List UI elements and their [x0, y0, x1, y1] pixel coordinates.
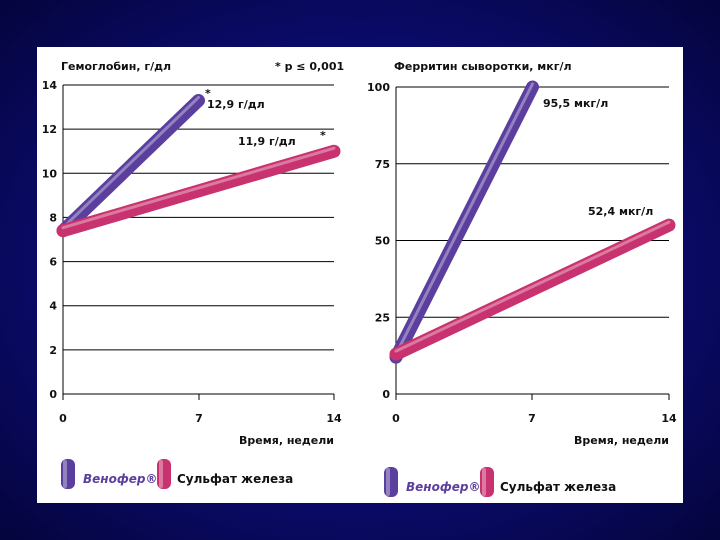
x-tick-label: 0 — [59, 412, 67, 425]
y-tick-label: 10 — [42, 167, 58, 180]
significance-note: * p ≤ 0,001 — [275, 60, 344, 73]
legend-swatch-highlight — [482, 468, 486, 496]
legend-swatch-highlight — [159, 460, 163, 488]
legend-swatch — [157, 459, 171, 489]
x-tick-label: 7 — [528, 412, 536, 425]
chart-title: Ферритин сыворотки, мкг/л — [394, 60, 572, 73]
series-line — [389, 80, 539, 364]
y-tick-label: 50 — [375, 235, 391, 248]
series-highlight — [394, 82, 534, 356]
y-tick-label: 100 — [367, 81, 390, 94]
legend-swatch — [480, 467, 494, 497]
x-tick-label: 0 — [392, 412, 400, 425]
x-axis-label: Время, недели — [574, 434, 669, 447]
x-tick-label: 14 — [661, 412, 677, 425]
y-tick-label: 0 — [382, 388, 390, 401]
y-tick-label: 75 — [375, 158, 390, 171]
chart-title: Гемоглобин, г/дл — [61, 60, 171, 73]
series-venofer — [389, 80, 539, 364]
y-tick-label: 2 — [49, 344, 57, 357]
series-line — [389, 218, 676, 361]
y-tick-label: 0 — [49, 388, 57, 401]
ferritin-chart: Ферритин сыворотки, мкг/л 0 25 50 75 100 0 7 14 В… — [367, 60, 677, 497]
end-value-label: 11,9 г/дл — [238, 135, 296, 148]
series-iron-sulfate — [56, 144, 341, 238]
legend-swatch — [61, 459, 75, 489]
end-value-label: 52,4 мкг/л — [588, 205, 653, 218]
y-tick-label: 4 — [49, 300, 57, 313]
series-venofer — [56, 93, 205, 238]
legend-label: Венофер® — [83, 472, 157, 486]
slide-panel: Гемоглобин, г/дл * p ≤ 0,001 0 2 4 6 8 10 12 14 0 7… — [37, 47, 683, 503]
y-tick-label: 12 — [42, 123, 57, 136]
legend-swatch-highlight — [386, 468, 390, 496]
x-axis-label: Время, недели — [239, 434, 334, 447]
y-tick-label: 6 — [49, 256, 57, 269]
legend-swatch — [384, 467, 398, 497]
series-line — [56, 93, 205, 238]
series-highlight — [61, 146, 336, 230]
series-highlight — [61, 95, 200, 230]
x-tick-label: 7 — [195, 412, 203, 425]
legend-label: Венофер® — [406, 480, 480, 494]
series-highlight — [394, 220, 671, 353]
end-value-label: 95,5 мкг/л — [543, 97, 608, 110]
x-tick-label: 14 — [326, 412, 342, 425]
asterisk-mark: * — [320, 129, 326, 142]
asterisk-mark: * — [205, 87, 211, 100]
hemoglobin-chart: Гемоглобин, г/дл * p ≤ 0,001 0 2 4 6 8 10 12 14 0 7… — [42, 60, 344, 489]
y-tick-label: 14 — [42, 79, 58, 92]
y-tick-label: 25 — [375, 311, 390, 324]
legend-label: Сульфат железа — [500, 480, 616, 494]
legend-swatch-highlight — [63, 460, 67, 488]
series-line — [56, 144, 341, 238]
series-iron-sulfate — [389, 218, 676, 361]
y-tick-label: 8 — [49, 211, 57, 224]
end-value-label: 12,9 г/дл — [207, 98, 265, 111]
legend-label: Сульфат железа — [177, 472, 293, 486]
